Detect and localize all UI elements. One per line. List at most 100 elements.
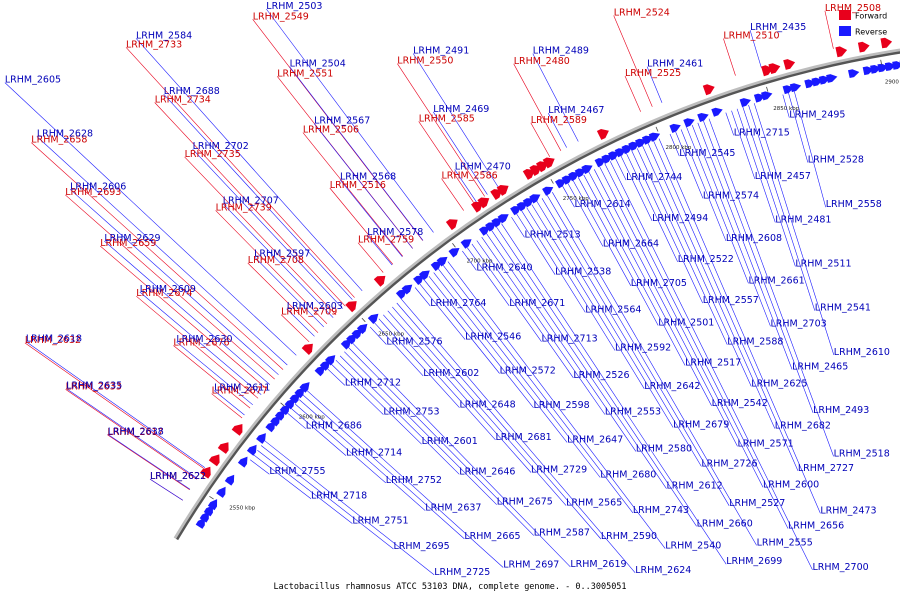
reverse-gene-label: LRHM_2526 [573, 370, 629, 381]
forward-gene-label: LRHM_2550 [397, 56, 453, 67]
reverse-feature-arrow [246, 444, 257, 456]
reverse-feature-arrow [683, 118, 695, 128]
forward-feature-arrow [529, 165, 542, 176]
reverse-gene-label: LRHM_2457 [755, 171, 811, 182]
forward-gene-label: LRHM_2708 [248, 255, 304, 266]
reverse-gene-label: LRHM_2744 [626, 172, 682, 183]
label-connector-line [418, 121, 475, 204]
reverse-gene-label: LRHM_2517 [685, 358, 741, 369]
reverse-feature-arrow [478, 226, 490, 236]
forward-feature-arrow [857, 41, 870, 53]
reverse-feature-arrow [460, 239, 472, 249]
label-connector-line [723, 38, 736, 76]
scale-tick-label: 2600 kbp [299, 414, 325, 420]
forward-gene-label: LRHM_2469 [433, 104, 489, 115]
forward-gene-label: LRHM_2739 [216, 202, 272, 213]
forward-gene-label: LRHM_2597 [254, 249, 310, 260]
label-connector-line [252, 19, 423, 241]
label-connector-line [748, 104, 816, 311]
reverse-feature-arrow [265, 421, 276, 433]
reverse-feature-arrow [418, 270, 430, 281]
label-connector-line [686, 127, 749, 284]
forward-feature-arrow [208, 454, 220, 467]
scale-tick-label: 2850 kbp [773, 106, 799, 112]
label-connector-line [107, 434, 191, 490]
label-connector-line [100, 245, 267, 389]
reverse-gene-label: LRHM_2697 [503, 560, 559, 571]
label-connector-line [552, 192, 757, 546]
reverse-gene-label: LRHM_2580 [636, 443, 692, 454]
reverse-feature-arrow [216, 486, 226, 498]
label-connector-line [653, 140, 799, 471]
reverse-gene-label: LRHM_2598 [534, 400, 590, 411]
forward-gene-label: LRHM_2603 [287, 301, 343, 312]
forward-feature-arrow [768, 63, 781, 74]
label-connector-line [125, 47, 355, 298]
label-connector-line [613, 15, 653, 107]
label-connector-line [604, 163, 789, 529]
forward-gene-label: LRHM_2503 [266, 1, 322, 12]
forward-gene-label: LRHM_2693 [65, 187, 121, 198]
reverse-gene-label: LRHM_2679 [673, 420, 729, 431]
forward-gene-label: LRHM_2491 [413, 45, 469, 56]
scale-tick-mark [655, 126, 659, 132]
forward-gene-label: LRHM_2633 [66, 381, 122, 392]
label-connector-line [753, 103, 835, 355]
reverse-feature-arrow [294, 387, 305, 399]
forward-feature-arrow [783, 59, 796, 70]
label-connector-line [824, 10, 834, 49]
forward-gene-label: LRHM_2677 [212, 386, 268, 397]
reverse-gene-label: LRHM_2522 [678, 254, 734, 265]
label-connector-line [213, 390, 245, 416]
reverse-gene-label: LRHM_2753 [383, 407, 439, 418]
reverse-gene-label: LRHM_2555 [757, 537, 813, 548]
reverse-gene-label: LRHM_2588 [727, 337, 783, 348]
reverse-feature-arrow [289, 393, 300, 404]
label-connector-line [532, 53, 579, 142]
forward-feature-arrow [880, 37, 893, 49]
label-connector-line [66, 388, 198, 479]
reverse-feature-arrow [574, 168, 586, 178]
reverse-gene-label: LRHM_2755 [269, 466, 325, 477]
reverse-gene-label: LRHM_2564 [585, 304, 641, 315]
reverse-feature-arrow [497, 214, 509, 224]
label-connector-line [511, 216, 525, 238]
forward-feature-arrow [490, 189, 503, 200]
reverse-feature-arrow [430, 261, 442, 272]
forward-gene-label: LRHM_2480 [514, 56, 570, 67]
label-connector-line [646, 66, 663, 103]
reverse-feature-arrow [270, 415, 281, 427]
label-connector-line [615, 158, 627, 181]
label-connector-line [215, 210, 328, 325]
label-connector-line [65, 194, 275, 380]
reverse-gene-label: LRHM_2743 [633, 505, 689, 516]
reverse-gene-label: LRHM_2608 [726, 233, 782, 244]
reverse-feature-arrow [237, 456, 248, 468]
genome-caption: Lactobacillus rhamnosus ATCC 53103 DNA, … [273, 582, 626, 592]
reverse-feature-arrow [340, 339, 352, 350]
reverse-gene-label: LRHM_2540 [665, 541, 721, 552]
forward-gene-label: LRHM_2525 [625, 68, 681, 79]
reverse-feature-arrow [697, 113, 709, 122]
forward-feature-arrow [199, 466, 211, 479]
forward-gene-label: LRHM_2658 [31, 135, 87, 146]
reverse-gene-label: LRHM_2601 [422, 436, 478, 447]
legend-forward-swatch [839, 10, 851, 20]
label-connector-line [749, 30, 762, 68]
reverse-gene-label: LRHM_2664 [603, 238, 659, 249]
reverse-gene-label: LRHM_2602 [423, 368, 479, 379]
reverse-gene-label: LRHM_2612 [667, 481, 723, 492]
reverse-gene-label: LRHM_2727 [798, 463, 854, 474]
reverse-gene-label: LRHM_2700 [813, 562, 869, 573]
reverse-feature-arrow [485, 222, 497, 232]
forward-gene-label: LRHM_2630 [176, 334, 232, 345]
reverse-gene-label: LRHM_2592 [615, 343, 671, 354]
reverse-gene-label: LRHM_2542 [712, 398, 768, 409]
forward-gene-label: LRHM_2510 [723, 31, 779, 42]
reverse-gene-label: LRHM_2695 [394, 541, 450, 552]
forward-gene-label: LRHM_2516 [330, 180, 386, 191]
label-connector-line [691, 124, 771, 327]
label-connector-line [578, 177, 659, 326]
label-connector-line [392, 306, 567, 506]
forward-feature-arrow [596, 129, 609, 140]
